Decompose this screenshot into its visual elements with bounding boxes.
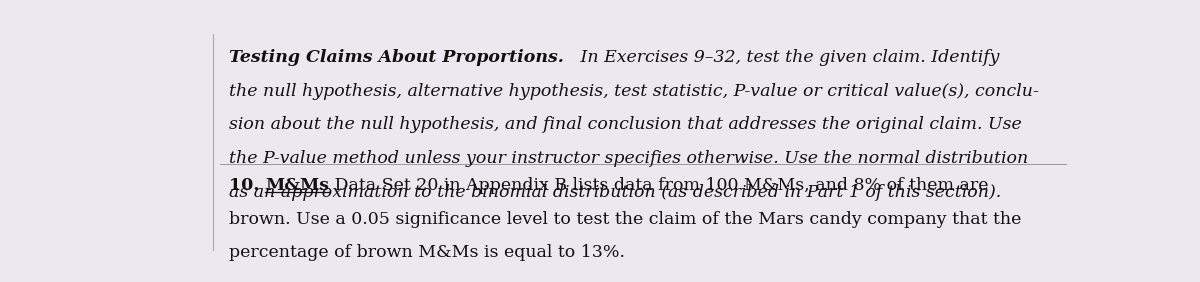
Text: percentage of brown M&Ms is equal to 13%.: percentage of brown M&Ms is equal to 13%… xyxy=(229,244,625,261)
Text: sion about the null hypothesis, and final conclusion that addresses the original: sion about the null hypothesis, and fina… xyxy=(229,116,1022,133)
Text: the null hypothesis, alternative hypothesis, test statistic, P-value or critical: the null hypothesis, alternative hypothe… xyxy=(229,83,1039,100)
Text: In Exercises 9–32, test the given claim. Identify: In Exercises 9–32, test the given claim.… xyxy=(564,49,1000,66)
Text: Data Set 20 in Appendix B lists data from 100 M&Ms, and 8% of them are: Data Set 20 in Appendix B lists data fro… xyxy=(330,177,989,194)
Text: Testing Claims About Proportions.: Testing Claims About Proportions. xyxy=(229,49,564,66)
Text: as an approximation to the binomial distribution (as described in Part 1 of this: as an approximation to the binomial dist… xyxy=(229,184,1001,201)
Text: the P-value method unless your instructor specifies otherwise. Use the normal di: the P-value method unless your instructo… xyxy=(229,150,1028,167)
Text: M&Ms: M&Ms xyxy=(265,177,330,194)
Text: brown. Use a 0.05 significance level to test the claim of the Mars candy company: brown. Use a 0.05 significance level to … xyxy=(229,211,1021,228)
Text: 10.: 10. xyxy=(229,177,265,194)
